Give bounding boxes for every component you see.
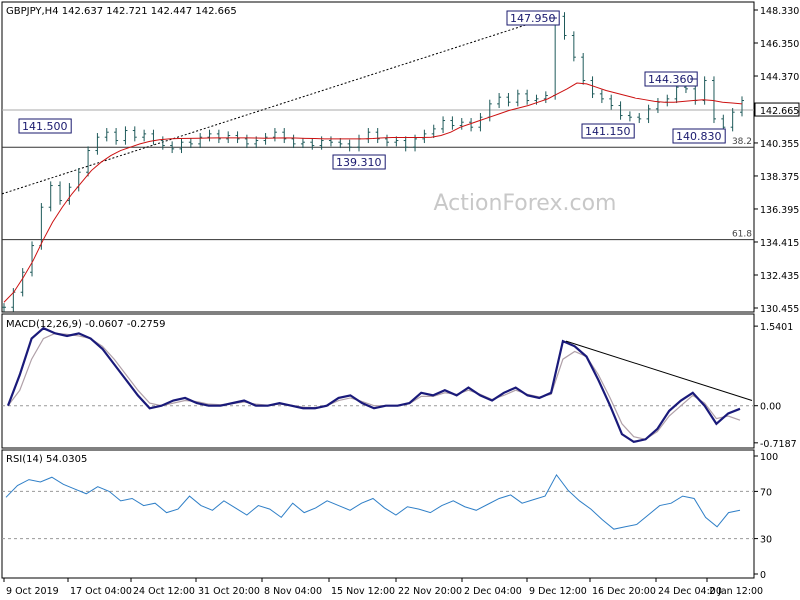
price-panel-header: GBPJPY,H4 142.637 142.721 142.447 142.66… [6,6,237,17]
rsi-tick-label: 100 [760,452,778,463]
trend-line [1,15,556,195]
macd-line [6,326,741,444]
callout-144-360-box [644,71,698,87]
rsi-tick-label: 70 [760,487,772,498]
callout-140-830: 140.830 [676,130,722,143]
macd-panel-header: MACD(12,26,9) -0.0607 -0.2759 [6,319,166,330]
fib-label: 61.8 [732,230,752,240]
callout-high-box [506,10,560,26]
x-tick-label: 9 Dec 12:00 [529,586,587,597]
watermark: ActionForex.com [434,191,617,216]
callout-141-150: 141.150 [585,125,631,138]
rsi-tick-label: 30 [760,535,772,546]
x-tick-label: 15 Nov 12:00 [331,586,395,597]
callout-high: 147.950 [510,12,556,25]
price-tick-label: 140.355 [760,139,799,150]
x-tick-label: 24 Oct 12:00 [133,586,195,597]
price-tick-label: 144.370 [760,72,799,83]
macd-series-layer [2,326,754,444]
macd-tick-label: -0.7187 [760,439,797,450]
rsi-tick-label: 0 [760,570,766,581]
x-tick-label: 9 Oct 2019 [6,586,59,597]
x-tick-label: 2 Jan 12:00 [709,586,763,597]
callout-141-150-box [581,123,635,139]
callout-141-500: 141.500 [22,120,68,133]
axes-layer: 148.330146.350144.370142.390140.355138.3… [3,6,800,597]
x-tick-label: 16 Dec 20:00 [592,586,656,597]
rsi-panel-header: RSI(14) 54.0305 [6,454,87,465]
sma-line [3,82,743,303]
x-tick-label: 2 Dec 04:00 [464,586,522,597]
price-tick-label: 146.350 [760,39,799,50]
callout-139-310-box [332,154,386,170]
macd-tick-label: 0.00 [760,402,781,413]
price-tick-label: 134.415 [760,238,799,249]
callout-144-360: 144.360 [648,73,694,86]
macd-signal-line [7,332,741,440]
price-tick-label: 136.395 [760,205,799,216]
rsi-panel-frame [1,449,755,579]
x-tick-label: 22 Nov 20:00 [398,586,462,597]
macd-tick-label: 1.5401 [760,322,793,333]
callout-139-310: 139.310 [336,156,382,169]
price-tick-label: 130.455 [760,304,799,315]
x-tick-label: 8 Nov 04:00 [264,586,322,597]
price-series-layer: 38.2 61.8 147.950 141.500 139.310 144.360 141.… [1,10,754,312]
price-panel-frame [1,1,755,313]
price-tick-label: 132.435 [760,271,799,282]
price-tick-label: 138.375 [760,172,799,183]
current-price-label: 142.665 [760,106,799,117]
x-tick-label: 24 Dec 04:00 [658,586,722,597]
callout-141-500-box [18,118,72,134]
rsi-series-layer [2,473,754,540]
fib-label: 38.2 [732,137,752,147]
current-price-tag [754,102,800,117]
price-tick-label: 148.330 [760,6,799,17]
x-tick-label: 31 Oct 20:00 [198,586,260,597]
rsi-line [5,473,741,530]
x-tick-label: 17 Oct 04:00 [70,586,132,597]
macd-panel-frame [1,313,755,449]
macd-trend-line [565,340,753,402]
callout-140-830-box [672,128,726,144]
